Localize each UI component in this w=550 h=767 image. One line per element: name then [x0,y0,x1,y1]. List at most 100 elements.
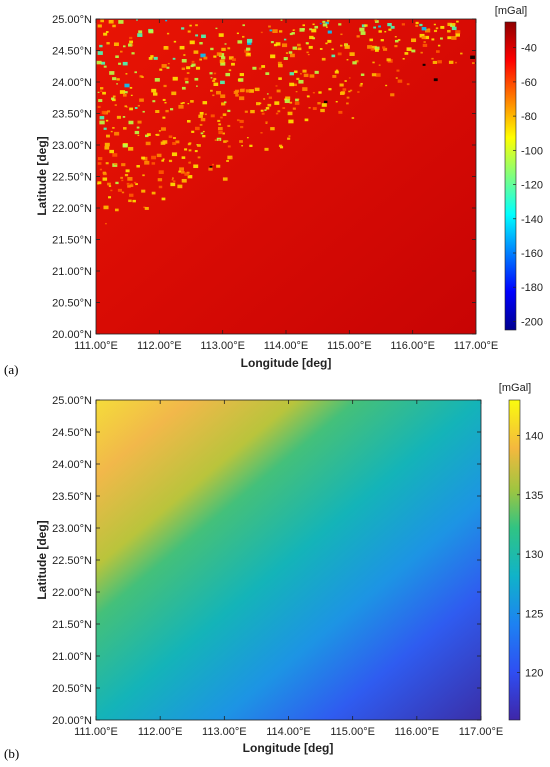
colorbar-tick-label: -140 [521,214,543,226]
terrain-speckle [213,55,217,58]
x-tick-label: 117.00°E [454,340,499,352]
y-tick-label: 20.50°N [52,298,92,310]
terrain-speckle [180,171,185,174]
terrain-speckle [210,89,213,92]
terrain-speckle [306,43,309,45]
terrain-speckle [342,88,347,91]
x-tick-label: 111.00°E [74,340,118,352]
terrain-speckle [278,77,282,80]
terrain-speckle [202,130,205,133]
terrain-speckle [371,73,377,77]
terrain-speckle [340,33,343,36]
terrain-speckle [171,179,174,181]
terrain-speckle [240,125,244,129]
terrain-speckle [402,58,405,60]
terrain-speckle [472,62,475,65]
terrain-speckle [222,177,228,181]
terrain-speckle [134,107,138,109]
terrain-speckle [424,35,430,40]
terrain-speckle [311,28,317,33]
y-tick-label: 22.00°N [52,587,92,599]
terrain-speckle [115,55,119,58]
y-tick-label: 21.50°N [52,619,92,631]
terrain-speckle [220,94,226,99]
terrain-speckle [295,91,298,93]
terrain-speckle [97,24,102,28]
x-tick-label: 115.00°E [327,340,372,352]
terrain-speckle [265,122,268,124]
terrain-speckle [388,28,392,31]
terrain-speckle [306,95,310,98]
terrain-speckle [433,78,438,82]
terrain-speckle [114,208,119,212]
terrain-speckle [231,58,236,62]
x-axis-label-b: Longitude [deg] [243,741,334,755]
colorbar-tick-label: 125 [525,608,543,620]
terrain-speckle [386,58,391,62]
terrain-speckle [319,22,322,25]
terrain-speckle [302,87,308,91]
terrain-speckle [139,98,144,102]
terrain-speckle [191,60,195,63]
terrain-speckle [231,62,235,66]
terrain-speckle [261,65,266,68]
terrain-speckle [191,63,196,67]
terrain-speckle [239,89,245,93]
terrain-speckle [299,28,305,32]
terrain-speckle [152,100,156,103]
terrain-speckle [102,172,107,176]
colorbar-b-ticks: 120 125 130 135 140 [517,431,543,680]
terrain-speckle [189,40,195,45]
terrain-speckle [264,109,267,111]
terrain-speckle [451,36,457,40]
terrain-speckle [197,144,201,147]
terrain-speckle [105,31,109,33]
terrain-speckle [125,73,128,75]
terrain-speckle [171,91,177,96]
terrain-speckle [106,134,110,138]
terrain-speckle [162,98,166,101]
terrain-speckle [202,101,208,105]
terrain-speckle [138,30,143,34]
terrain-speckle [308,106,311,109]
terrain-speckle [339,83,344,87]
terrain-speckle [127,185,131,188]
terrain-speckle [195,34,199,37]
terrain-speckle [145,141,151,146]
terrain-speckle [319,48,323,50]
x-axis-label-a: Longitude [deg] [241,356,332,370]
terrain-speckle [360,31,366,35]
terrain-speckle [411,49,416,53]
terrain-speckle [97,51,103,55]
terrain-speckle [270,54,276,59]
colorbar-tick-label: -120 [521,180,543,192]
terrain-speckle [300,73,302,75]
terrain-speckle [241,145,244,147]
terrain-speckle [155,110,160,114]
terrain-speckle [401,23,405,26]
y-tick-label: 21.50°N [52,235,92,247]
terrain-speckle [102,91,106,95]
terrain-speckle [181,59,187,63]
terrain-speckle [121,179,124,182]
terrain-speckle [327,39,332,43]
terrain-speckle [166,66,170,69]
terrain-speckle [332,74,337,78]
terrain-speckle [455,33,460,37]
terrain-speckle [375,73,381,77]
terrain-speckle [148,57,153,60]
terrain-speckle [440,25,445,29]
terrain-speckle [165,109,169,113]
terrain-speckle [104,142,110,147]
terrain-speckle [225,140,229,143]
terrain-speckle [110,130,113,133]
terrain-speckle [259,102,262,104]
terrain-speckle [100,19,104,23]
terrain-speckle [124,173,129,177]
terrain-speckle [136,164,140,168]
terrain-speckle [325,42,328,45]
terrain-speckle [156,133,160,136]
terrain-speckle [106,42,110,45]
terrain-speckle [289,82,295,87]
colorbar-tick-label: -180 [521,282,543,294]
